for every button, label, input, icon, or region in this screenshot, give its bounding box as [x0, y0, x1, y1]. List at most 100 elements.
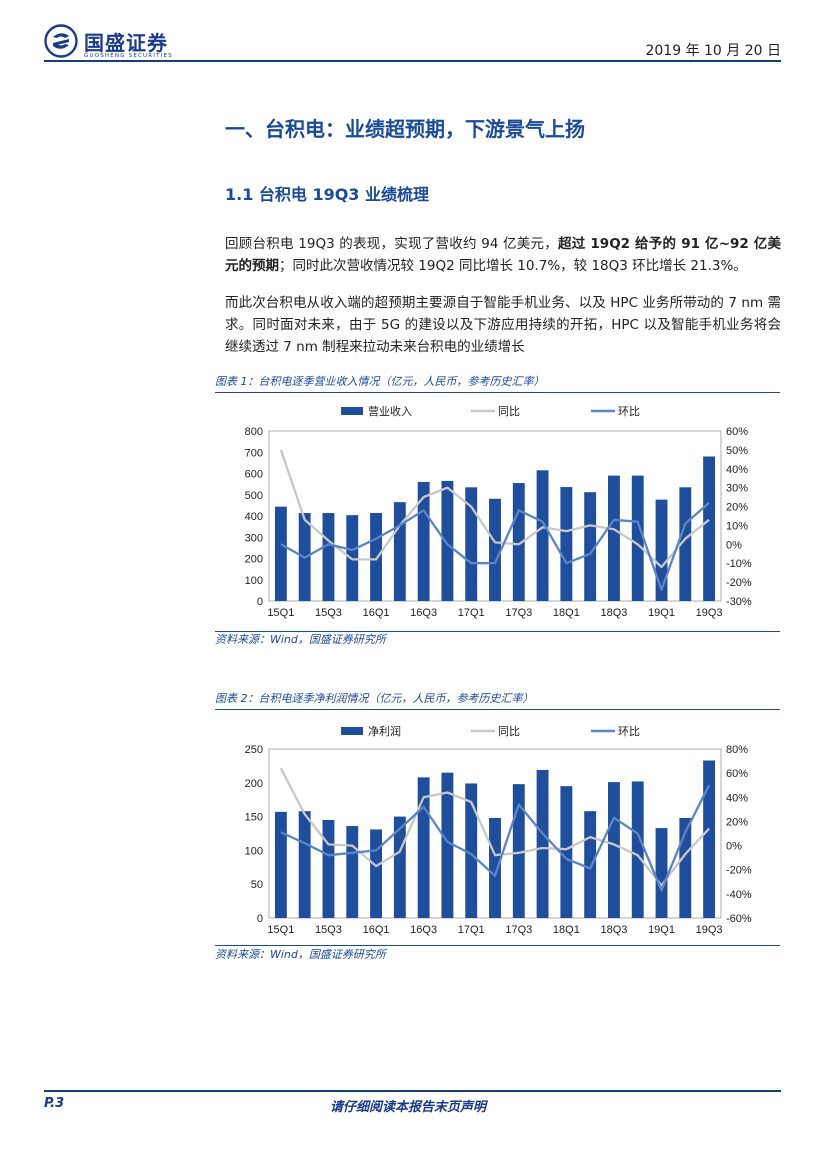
x-tick-label: 18Q3 [600, 607, 627, 619]
bar [274, 506, 287, 601]
y2-tick-label: -10% [726, 558, 752, 570]
legend-label: 同比 [498, 405, 520, 418]
x-tick-label: 19Q1 [648, 607, 675, 619]
bar [679, 487, 692, 601]
x-tick-label: 16Q3 [410, 607, 437, 619]
bar [703, 760, 716, 918]
bar [322, 513, 335, 601]
y-tick-label: 0 [257, 913, 263, 925]
bar [274, 811, 287, 918]
qoq-line [280, 501, 710, 591]
y-tick-label: 100 [245, 575, 263, 587]
footer-divider [44, 1090, 781, 1092]
bar [512, 483, 525, 601]
y2-tick-label: -40% [726, 889, 752, 901]
bar [370, 513, 382, 601]
bar [608, 782, 620, 918]
x-tick-label: 15Q1 [267, 607, 294, 619]
x-tick-label: 16Q1 [363, 924, 390, 936]
bar [679, 817, 692, 918]
bar [560, 487, 573, 601]
para1-text-a: 回顾台积电 19Q3 的表现，实现了营收约 94 亿美元， [225, 236, 558, 252]
bar [465, 783, 478, 918]
y-tick-label: 800 [245, 426, 263, 438]
bar [465, 487, 478, 601]
figure1-bottom-rule [215, 631, 780, 632]
bar [441, 772, 454, 918]
y2-tick-label: -20% [726, 577, 752, 589]
x-tick-label: 18Q1 [553, 924, 580, 936]
disclaimer-note: 请仔细阅读本报告末页声明 [330, 1100, 487, 1115]
legend-label: 净利润 [368, 724, 401, 738]
y2-tick-label: 40% [726, 464, 748, 476]
y-tick-label: 300 [245, 532, 263, 544]
brand-subtitle: GUOSHENG SECURITIES [84, 53, 173, 59]
paragraph-outlook: 而此次台积电从收入端的超预期主要源自于智能手机业务、以及 HPC 业务所带动的 … [225, 295, 781, 355]
bar [631, 475, 644, 601]
x-tick-label: 15Q3 [315, 924, 342, 936]
bar [322, 819, 335, 918]
bar [608, 475, 620, 601]
y-tick-label: 400 [245, 511, 263, 523]
x-tick-label: 19Q3 [696, 607, 723, 619]
brand-logo-icon [44, 24, 78, 58]
revenue-chart: 营业收入 同比 环比 0 100 200 300 400 500 600 700 800 -30% -20… [245, 404, 752, 619]
y2-tick-label: 0% [726, 539, 742, 551]
y-tick-label: 100 [245, 845, 263, 857]
paragraph-revenue-review: 回顾台积电 19Q3 的表现，实现了营收约 94 亿美元，超过 19Q2 给予的… [225, 233, 781, 277]
x-tick-label: 17Q1 [458, 607, 485, 619]
bar [512, 784, 525, 918]
bar [298, 811, 311, 918]
x-tick-label: 17Q3 [505, 924, 532, 936]
figure1-top-rule [215, 392, 780, 393]
bar [655, 499, 668, 601]
y2-tick-label: 0% [726, 841, 742, 853]
bar [584, 492, 597, 601]
bar [489, 817, 501, 918]
bar [655, 828, 668, 918]
y2-tick-label: 40% [726, 792, 748, 804]
y-tick-label: 200 [245, 778, 263, 790]
y2-tick-label: 20% [726, 816, 748, 828]
x-tick-label: 15Q3 [315, 607, 342, 619]
figure2-caption: 图表 2：台积电逐季净利润情况（亿元，人民币，参考历史汇率） [215, 692, 534, 705]
yoy-line [279, 767, 710, 887]
y-tick-label: 500 [245, 490, 263, 502]
report-date: 2019 年 10 月 20 日 [645, 43, 781, 59]
legend-swatch-bar [341, 727, 363, 735]
y-tick-label: 0 [257, 596, 263, 608]
y-tick-label: 700 [245, 447, 263, 459]
bar [417, 777, 430, 918]
x-tick-label: 18Q3 [600, 924, 627, 936]
y2-tick-label: -30% [726, 596, 752, 608]
subsection-heading: 1.1 台积电 19Q3 业绩梳理 [225, 185, 430, 204]
y2-tick-label: -20% [726, 865, 752, 877]
legend-label: 营业收入 [368, 404, 412, 418]
y-tick-label: 200 [245, 554, 263, 566]
legend-swatch-bar [341, 407, 363, 415]
header-divider [44, 60, 781, 62]
y2-tick-label: 10% [726, 520, 748, 532]
figure2-top-rule [215, 709, 780, 710]
y-tick-label: 50 [251, 879, 263, 891]
bar [631, 781, 644, 918]
y2-tick-label: -60% [726, 913, 752, 925]
x-tick-label: 17Q1 [458, 924, 485, 936]
y2-tick-label: 30% [726, 483, 748, 495]
bar [703, 456, 716, 601]
x-tick-label: 16Q3 [410, 924, 437, 936]
bar [393, 816, 406, 918]
y2-tick-label: 60% [726, 426, 748, 438]
bar [417, 482, 430, 601]
brand-name: 国盛证券 [84, 31, 168, 55]
legend-label: 环比 [618, 725, 640, 738]
x-tick-label: 18Q1 [553, 607, 580, 619]
x-tick-label: 17Q3 [505, 607, 532, 619]
y2-tick-label: 60% [726, 768, 748, 780]
legend-label: 环比 [618, 405, 640, 418]
net-profit-chart: 净利润 同比 环比 0 50 100 150 200 250 -60% -40% -20% 0% 20% 4… [245, 724, 752, 936]
y-tick-label: 250 [245, 744, 263, 756]
para1-highlight: 超过 19Q2 给予的 91 亿~92 亿美元的预期 [225, 236, 781, 274]
x-tick-label: 16Q1 [363, 607, 390, 619]
bar [536, 470, 549, 601]
